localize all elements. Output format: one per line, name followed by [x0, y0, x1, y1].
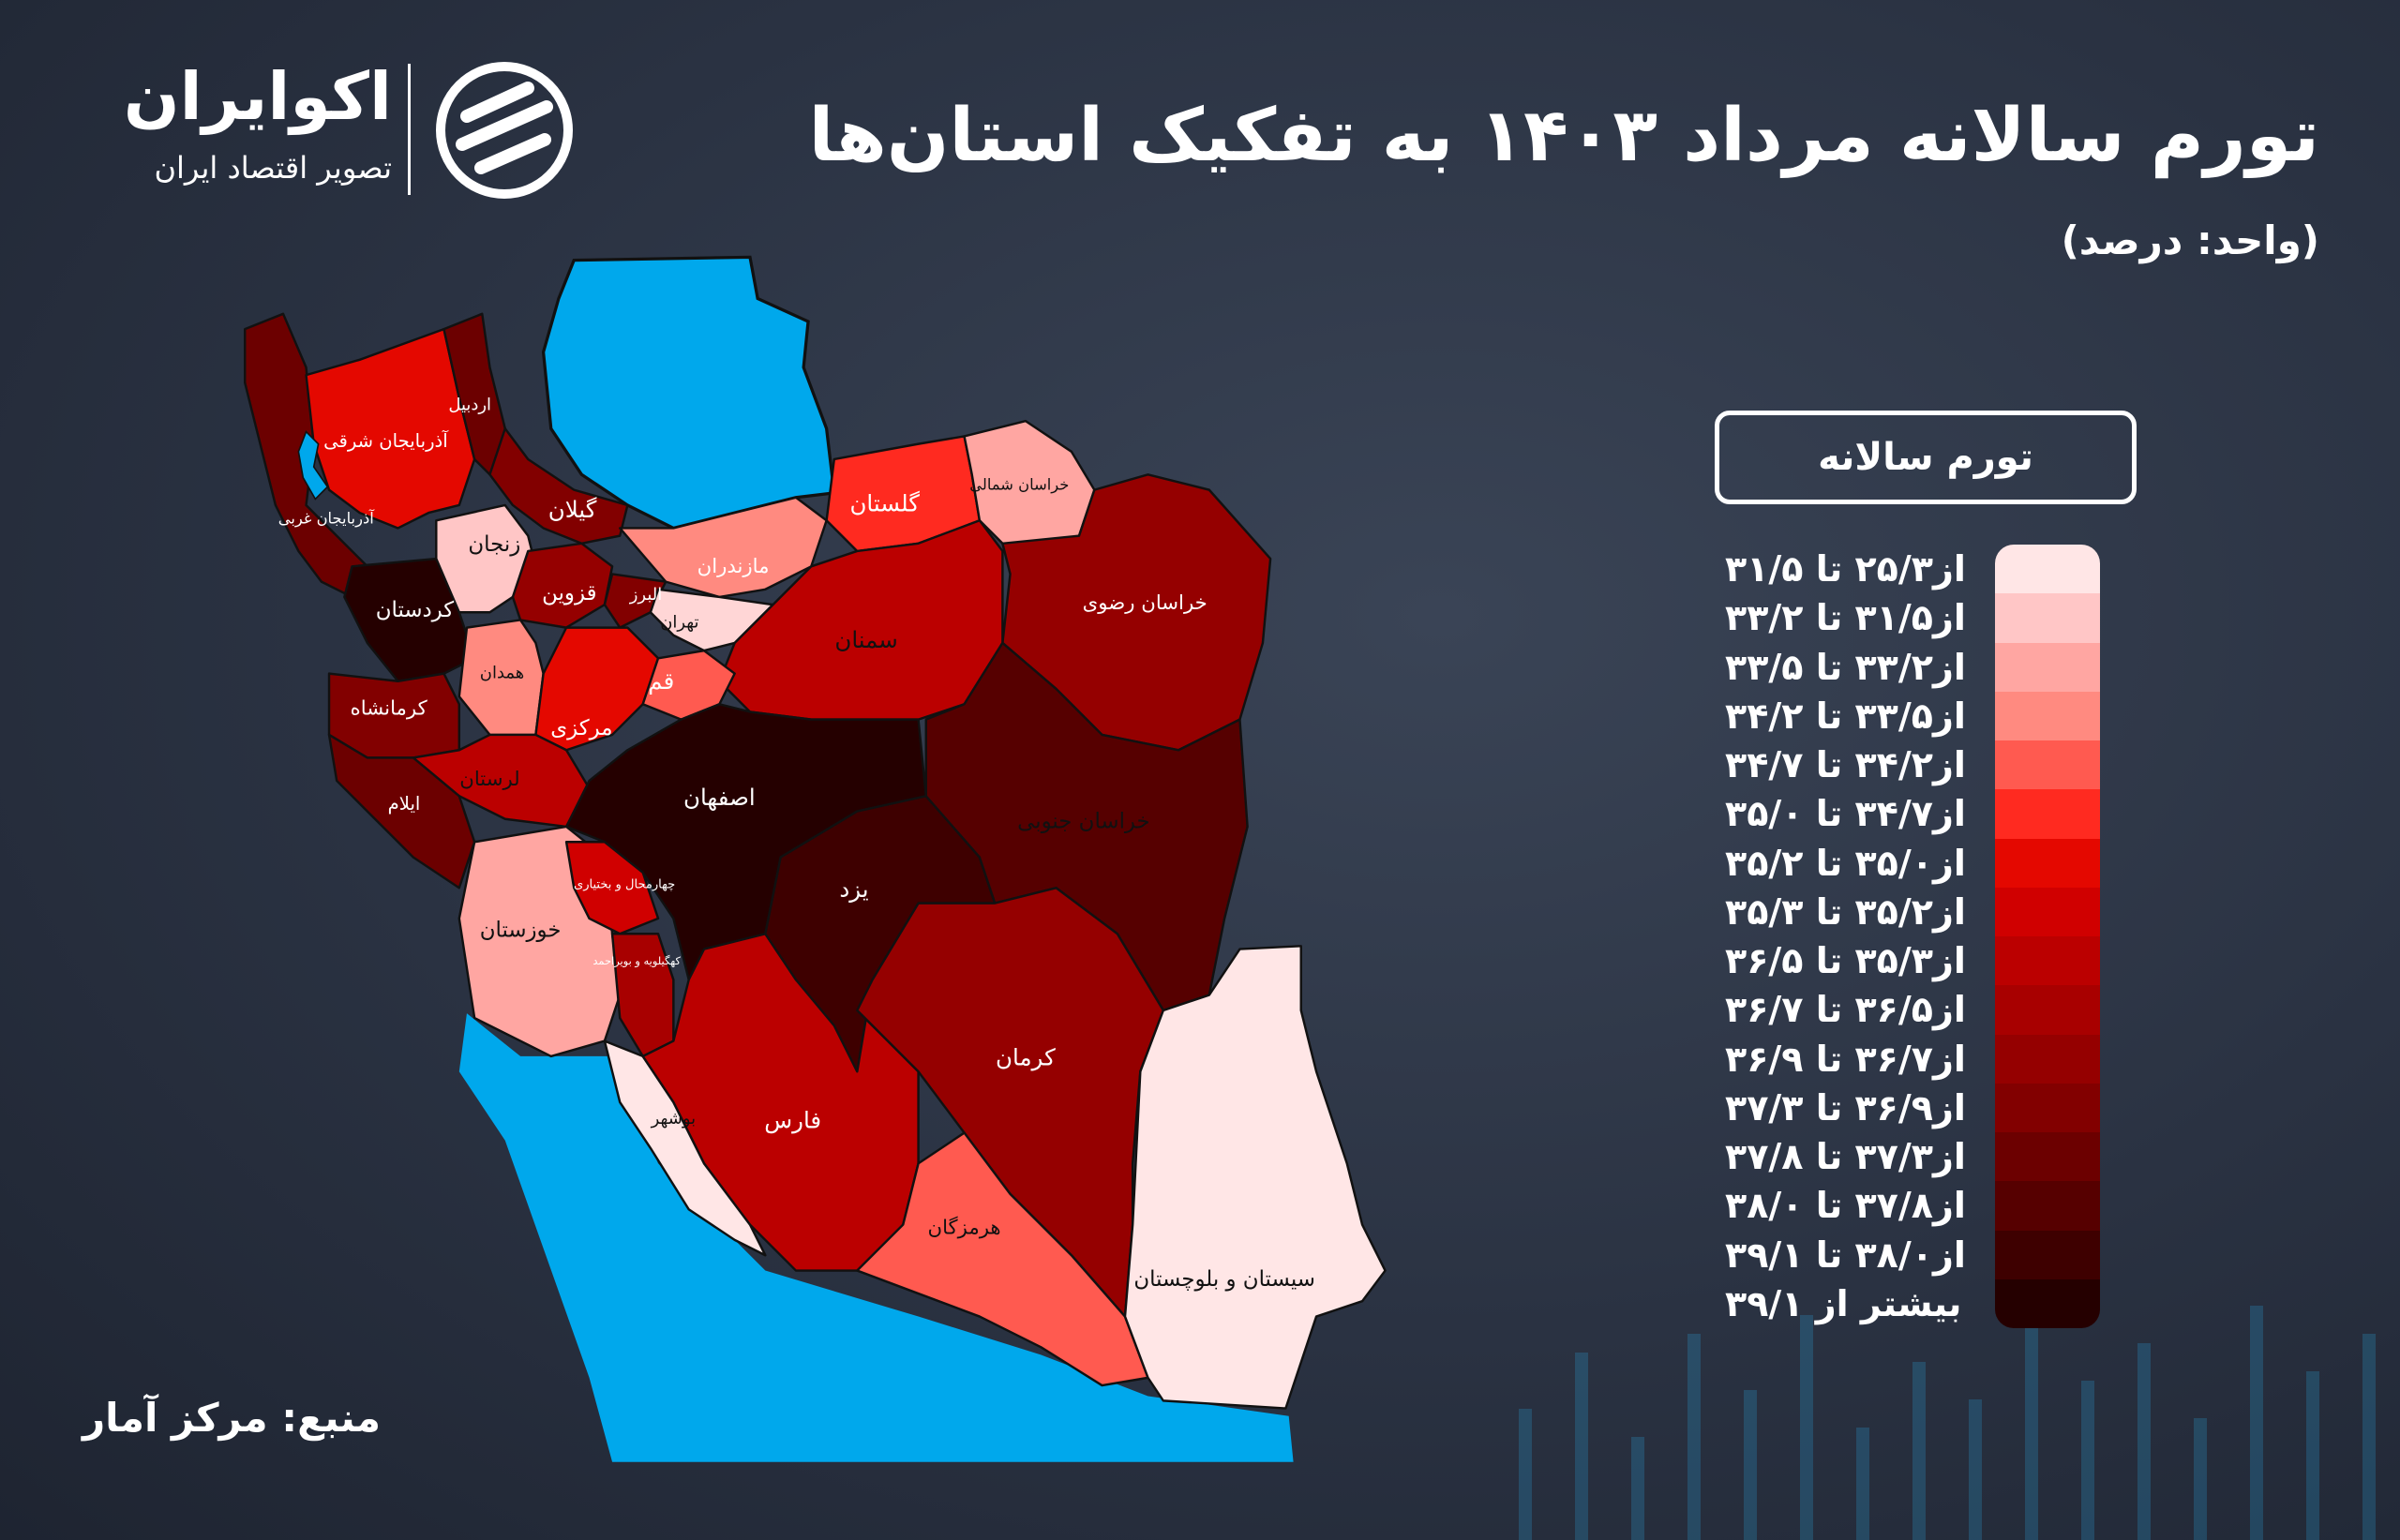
- province-label-lorestan: لرستان: [459, 768, 519, 791]
- province-label-ilam: ایلام: [388, 793, 421, 815]
- legend-label: از۳۵/۳ تا ۳۶/۵: [1725, 940, 1966, 982]
- province-label-fars: فارس: [764, 1107, 821, 1134]
- lake-urmia: [297, 430, 329, 501]
- province-markazi: [534, 626, 660, 752]
- legend-swatch: [1995, 838, 2100, 888]
- legend-swatch: [1995, 740, 2100, 790]
- legend-label: از۳۵/۰ تا ۳۵/۲: [1725, 842, 1966, 884]
- logo-divider: [408, 64, 411, 195]
- province-gilan: [488, 427, 629, 546]
- legend-swatch: [1995, 1278, 2100, 1328]
- province-kerman: [856, 887, 1165, 1318]
- province-label-kordestan: کردستان: [376, 598, 455, 622]
- province-lorestan: [412, 733, 591, 829]
- legend-swatch: [1995, 593, 2100, 643]
- province-label-yazd: یزد: [839, 875, 868, 903]
- logo-tagline: تصویر اقتصاد ایران: [154, 150, 392, 186]
- legend-label: از۳۵/۲ تا ۳۵/۳: [1725, 890, 1966, 933]
- province-label-qazvin: قزوین: [542, 581, 596, 606]
- legend-swatch: [1995, 985, 2100, 1035]
- legend-label: از۳۳/۵ تا ۳۴/۲: [1725, 695, 1966, 737]
- legend-swatch: [1995, 691, 2100, 740]
- province-chaharmahal: [564, 841, 660, 935]
- legend-swatch: [1995, 1132, 2100, 1182]
- province-label-south-khorasan: خراسان جنوبی: [1017, 810, 1150, 834]
- province-label-chaharmahal: چهارمحال و بختیاری: [574, 877, 675, 891]
- background-bars-decoration: [1519, 1306, 2376, 1540]
- legend-swatch: [1995, 936, 2100, 986]
- legend-label: از۳۳/۲ تا ۳۳/۵: [1725, 646, 1966, 688]
- legend-label: از۲۵/۳ تا ۳۱/۵: [1725, 548, 1966, 591]
- legend-label: از۳۸/۰ تا ۳۹/۱: [1725, 1233, 1966, 1276]
- legend-title: تورم سالانه: [1715, 411, 2137, 504]
- unit-label: (واحد: درصد): [2061, 217, 2319, 263]
- legend-label: از۳۱/۵ تا ۳۳/۲: [1725, 597, 1966, 639]
- province-label-alborz: البرز: [629, 585, 662, 605]
- legend-labels: از۲۵/۳ تا ۳۱/۵ از۳۱/۵ تا ۳۳/۲ از۳۳/۲ تا ۳۳…: [1725, 545, 1978, 1328]
- ecoiran-logo: اکوایران تصویر اقتصاد ایران: [92, 58, 579, 199]
- legend-color-scale: [1995, 545, 2100, 1328]
- province-label-north-khorasan: خراسان شمالی: [969, 476, 1069, 495]
- legend-swatch: [1995, 1181, 2100, 1231]
- province-label-khuzestan: خوزستان: [480, 919, 562, 943]
- legend-swatch: [1995, 1083, 2100, 1132]
- legend-swatch: [1995, 887, 2100, 936]
- province-qazvin: [511, 542, 614, 629]
- legend-label: از۳۷/۳ تا ۳۷/۸: [1725, 1136, 1966, 1178]
- province-label-bushehr: بوشهر: [651, 1109, 696, 1129]
- legend-swatch: [1995, 642, 2100, 692]
- legend-swatch: [1995, 1230, 2100, 1279]
- province-label-razavi-khorasan: خراسان رضوی: [1083, 591, 1208, 615]
- province-label-east-azarbaijan: آذربایجان شرقی: [323, 429, 449, 452]
- page-title: تورم سالانه مرداد ۱۴۰۳ به تفکیک استان‌ها: [808, 94, 2319, 178]
- province-hormozgan: [856, 1131, 1149, 1387]
- province-label-semnan: سمنان: [834, 626, 897, 653]
- province-label-isfahan: اصفهان: [683, 784, 756, 811]
- legend-swatch: [1995, 1034, 2100, 1084]
- legend-label: از۳۷/۸ تا ۳۸/۰: [1725, 1185, 1966, 1227]
- province-ilam: [327, 733, 476, 890]
- legend-swatch: [1995, 545, 2100, 594]
- province-mazandaran: [619, 496, 828, 599]
- province-label-golestan: گلستان: [849, 489, 920, 516]
- province-label-west-azarbaijan: آذربایجان غربی: [278, 510, 376, 529]
- province-label-kerman: کرمان: [996, 1044, 1056, 1071]
- province-label-hormozgan: هرمزگان: [928, 1215, 1001, 1239]
- province-east-azarbaijan: [305, 327, 476, 530]
- province-label-qom: قم: [648, 667, 674, 695]
- province-south-khorasan: [924, 641, 1249, 1012]
- legend-label: از۳۴/۲ تا ۳۴/۷: [1725, 744, 1966, 786]
- province-label-hamedan: همدان: [480, 664, 524, 683]
- legend-swatch: [1995, 789, 2100, 839]
- province-label-tehran: تهران: [660, 613, 698, 633]
- legend-label: از۳۶/۷ تا ۳۶/۹: [1725, 1038, 1966, 1080]
- province-label-kohgiluyeh: کهگیلویه و بویراحمد: [592, 954, 681, 968]
- source-note: منبع: مرکز آمار: [82, 1395, 382, 1441]
- province-label-sistan: سیستان و بلوچستان: [1133, 1267, 1315, 1292]
- province-label-gilan: گیلان: [548, 496, 597, 523]
- caspian-sea: [541, 255, 836, 531]
- province-label-ardabil: اردبیل: [448, 396, 491, 415]
- province-kohgiluyeh: [610, 933, 675, 1058]
- legend-label: از۳۴/۷ تا ۳۵/۰: [1725, 793, 1966, 835]
- legend-label: از۳۶/۵ تا ۳۶/۷: [1725, 989, 1966, 1031]
- province-label-kermanshah: کرمانشاه: [351, 697, 428, 721]
- logo-name: اکوایران: [123, 58, 392, 135]
- legend-label: از۳۶/۹ تا ۳۷/۳: [1725, 1086, 1966, 1129]
- province-label-mazandaran: مازندران: [698, 555, 770, 578]
- logo-mark-icon: [436, 62, 573, 199]
- province-label-zanjan: زنجان: [468, 532, 520, 557]
- province-semnan: [718, 519, 1004, 721]
- province-alborz: [603, 573, 668, 629]
- province-sistan: [1123, 945, 1387, 1410]
- persian-gulf: [458, 1013, 1294, 1462]
- legend-label: بیشتر از ۳۹/۱: [1725, 1282, 1962, 1324]
- province-label-markazi: مرکزی: [550, 716, 612, 740]
